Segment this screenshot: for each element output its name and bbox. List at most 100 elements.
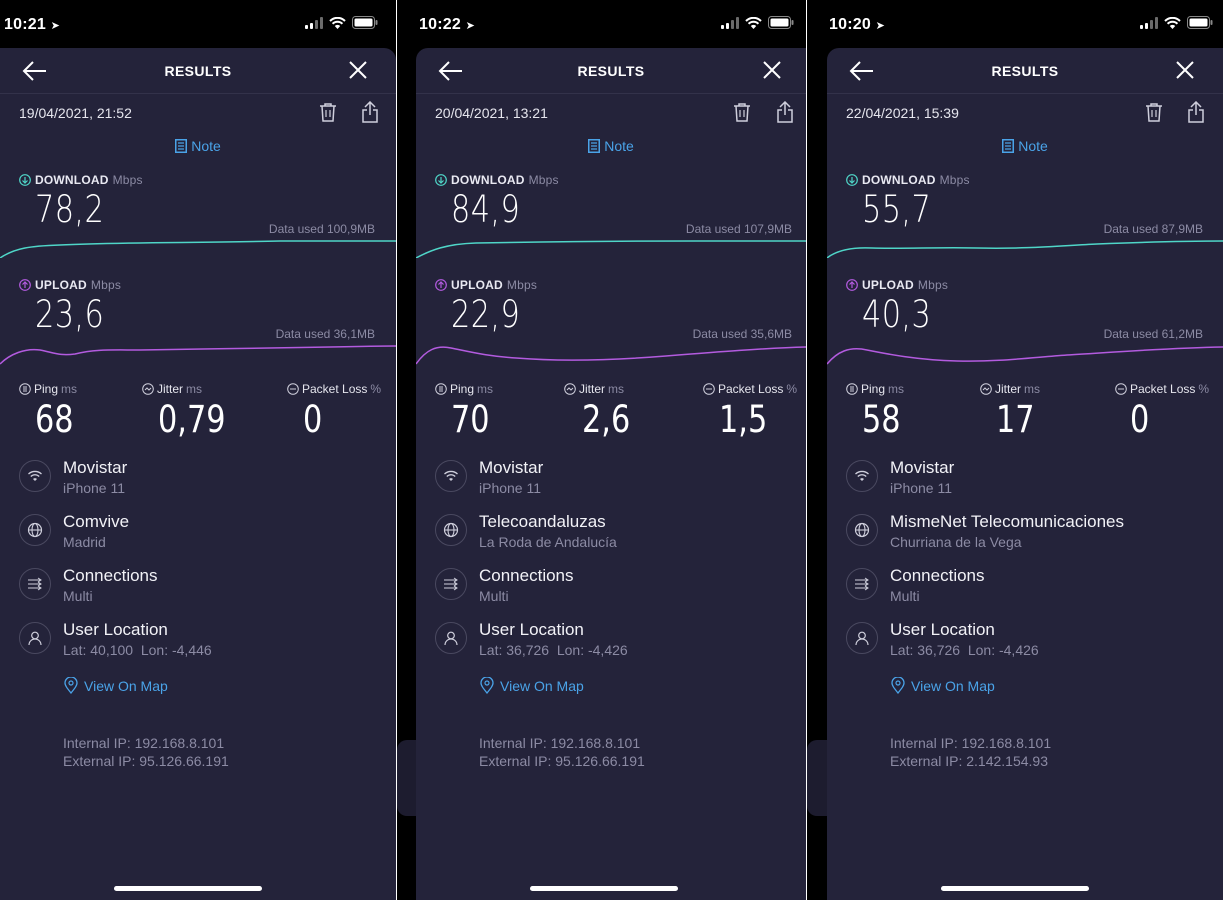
battery-icon [352, 16, 378, 29]
device-name: iPhone 11 [63, 480, 126, 496]
ping-value: 68 [35, 398, 74, 441]
download-data-used: Data used 87,9MB [1103, 222, 1203, 236]
jitter-label: Jitter ms [142, 382, 202, 396]
download-data-used: Data used 107,9MB [685, 222, 792, 236]
cellular-signal-icon [305, 16, 323, 29]
server-name: Telecoandaluzas [479, 512, 606, 531]
back-arrow-icon[interactable] [849, 59, 875, 83]
location-coordinates: Lat: 40,100 Lon: -4,446 [63, 642, 212, 658]
jitter-label: Jitter ms [564, 382, 624, 396]
server-name: Comvive [63, 512, 130, 531]
upload-graph [0, 345, 396, 365]
download-graph [0, 240, 396, 258]
internal-ip: Internal IP: 192.168.8.101 [479, 735, 641, 751]
close-icon[interactable] [348, 60, 368, 80]
close-icon[interactable] [1175, 60, 1195, 80]
share-icon[interactable] [776, 101, 794, 123]
home-indicator[interactable] [941, 886, 1089, 891]
back-arrow-icon[interactable] [22, 59, 48, 83]
map-pin-icon [480, 677, 494, 694]
internal-ip: Internal IP: 192.168.8.101 [63, 735, 225, 751]
packet-loss-icon [1115, 383, 1127, 395]
ip-info: Internal IP: 192.168.8.101 External IP: … [890, 734, 1051, 770]
result-date: 19/04/2021, 21:52 [19, 105, 132, 121]
cellular-signal-icon [1140, 16, 1158, 29]
packet-loss-value: 1,5 [719, 398, 768, 441]
close-icon[interactable] [762, 60, 782, 80]
ping-icon [435, 383, 447, 395]
note-button[interactable]: Note [416, 138, 806, 154]
packet-loss-label: Packet Loss % [703, 382, 797, 396]
map-pin-icon [891, 677, 905, 694]
trash-icon[interactable] [1145, 102, 1163, 122]
results-card: RESULTS 19/04/2021, 21:52 Note DOWNLOAD … [0, 48, 396, 900]
result-date: 22/04/2021, 15:39 [846, 105, 959, 121]
note-label: Note [604, 138, 634, 154]
internal-ip: Internal IP: 192.168.8.101 [890, 735, 1052, 751]
download-icon [846, 174, 858, 186]
cellular-signal-icon [721, 16, 739, 29]
wifi-icon [19, 460, 51, 492]
packet-loss-label: Packet Loss % [287, 382, 381, 396]
server-location: Churriana de la Vega [890, 534, 1022, 550]
ip-info: Internal IP: 192.168.8.101 External IP: … [479, 734, 645, 770]
connections-title: Connections [63, 566, 158, 585]
upload-icon [846, 279, 858, 291]
results-card: RESULTS 20/04/2021, 13:21 Note DOWNLOAD … [416, 48, 806, 900]
carrier-name: Movistar [479, 458, 544, 477]
packet-loss-value: 0 [303, 398, 323, 441]
server-name: MismeNet Telecomunicaciones [890, 512, 1125, 531]
connections-title: Connections [890, 566, 985, 585]
share-icon[interactable] [361, 101, 379, 123]
trash-icon[interactable] [319, 102, 337, 122]
download-icon [19, 174, 31, 186]
view-on-map-link[interactable]: View On Map [891, 677, 995, 694]
ping-label: Ping ms [435, 382, 493, 396]
ip-info: Internal IP: 192.168.8.101 External IP: … [63, 734, 229, 770]
location-arrow-icon: ➤ [50, 20, 60, 32]
results-screen-1: 10:21 ➤ RESULTS 19/04/2021, 21:52 Note D… [0, 0, 396, 900]
connections-mode: Multi [479, 588, 509, 604]
download-label: DOWNLOAD Mbps [19, 173, 143, 187]
location-title: User Location [63, 620, 168, 639]
home-indicator[interactable] [114, 886, 262, 891]
note-label: Note [191, 138, 221, 154]
user-icon [19, 622, 51, 654]
back-arrow-icon[interactable] [438, 59, 464, 83]
download-label: DOWNLOAD Mbps [435, 173, 559, 187]
results-header: RESULTS [416, 48, 806, 94]
upload-data-used: Data used 36,1MB [275, 327, 375, 341]
download-value: 55,7 [862, 188, 932, 231]
page-title: RESULTS [577, 63, 645, 79]
view-on-map-link[interactable]: View On Map [480, 677, 584, 694]
jitter-value: 17 [996, 398, 1035, 441]
device-name: iPhone 11 [890, 480, 953, 496]
upload-data-used: Data used 35,6MB [692, 327, 792, 341]
share-icon[interactable] [1187, 101, 1205, 123]
home-indicator[interactable] [530, 886, 678, 891]
wifi-status-icon [745, 16, 762, 29]
page-title: RESULTS [164, 63, 232, 79]
note-button[interactable]: Note [0, 138, 396, 154]
connections-icon [435, 568, 467, 600]
jitter-value: 2,6 [582, 398, 631, 441]
trash-icon[interactable] [733, 102, 751, 122]
ping-icon [19, 383, 31, 395]
ping-value: 58 [862, 398, 901, 441]
note-button[interactable]: Note [827, 138, 1223, 154]
upload-graph [416, 346, 806, 365]
user-icon [435, 622, 467, 654]
note-icon [588, 139, 601, 153]
user-icon [846, 622, 878, 654]
connections-mode: Multi [63, 588, 93, 604]
battery-icon [768, 16, 794, 29]
download-data-used: Data used 100,9MB [268, 222, 375, 236]
upload-label: UPLOAD Mbps [846, 278, 948, 292]
map-pin-icon [64, 677, 78, 694]
external-ip: External IP: 95.126.66.191 [479, 753, 645, 769]
globe-icon [19, 514, 51, 546]
note-label: Note [1018, 138, 1048, 154]
packet-loss-icon [703, 383, 715, 395]
jitter-icon [980, 383, 992, 395]
view-on-map-link[interactable]: View On Map [64, 677, 168, 694]
